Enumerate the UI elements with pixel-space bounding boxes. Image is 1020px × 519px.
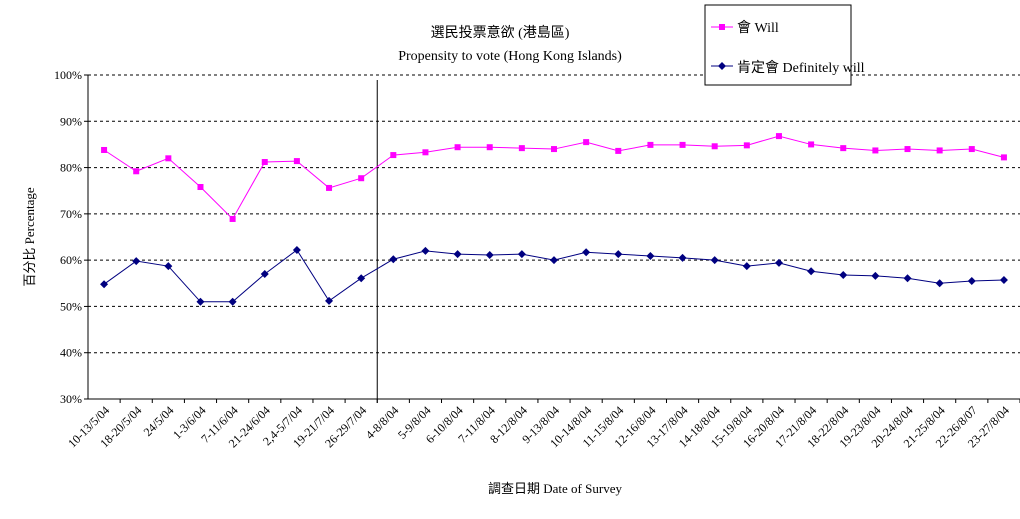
data-point-will xyxy=(197,184,204,191)
data-point-definitely-will xyxy=(292,245,301,254)
data-point-will xyxy=(229,215,236,222)
y-tick-label: 70% xyxy=(60,207,82,221)
data-point-will xyxy=(808,141,815,148)
chart-subtitle: Propensity to vote (Hong Kong Islands) xyxy=(398,49,622,64)
legend: 會 Will 肯定會 Definitely will xyxy=(704,4,865,86)
data-point-definitely-will xyxy=(100,280,109,289)
data-point-definitely-will xyxy=(774,258,783,267)
data-point-will xyxy=(840,145,847,152)
data-point-definitely-will xyxy=(967,276,976,285)
data-point-will xyxy=(261,159,268,166)
data-point-will xyxy=(165,155,172,162)
legend-will-label: 會 Will xyxy=(737,20,779,36)
data-point-will xyxy=(101,146,108,153)
data-point-will xyxy=(390,152,397,159)
data-point-definitely-will xyxy=(582,248,591,257)
data-point-definitely-will xyxy=(164,262,173,271)
y-tick-label: 90% xyxy=(60,114,82,128)
data-point-definitely-will xyxy=(742,262,751,271)
data-point-definitely-will xyxy=(646,251,655,260)
data-point-will xyxy=(326,184,333,191)
data-point-definitely-will xyxy=(357,274,366,283)
data-point-will xyxy=(936,147,943,154)
chart-title: 選民投票意欲 (港島區) xyxy=(431,24,570,41)
data-point-will xyxy=(904,146,911,153)
data-point-will xyxy=(454,144,461,151)
data-point-will xyxy=(293,158,300,165)
data-point-will xyxy=(711,143,718,150)
data-point-definitely-will xyxy=(614,250,623,259)
data-point-will xyxy=(1000,154,1007,161)
data-point-will xyxy=(422,149,429,156)
y-axis-label: 百分比 Percentage xyxy=(22,187,37,287)
y-tick-label: 80% xyxy=(60,161,82,175)
data-point-will xyxy=(358,175,365,182)
legend-definitely-marker xyxy=(718,62,726,70)
data-point-definitely-will xyxy=(485,251,494,260)
data-point-will xyxy=(551,146,557,153)
data-point-definitely-will xyxy=(678,253,687,262)
data-point-definitely-will xyxy=(710,256,719,265)
data-point-definitely-will xyxy=(260,270,269,279)
data-point-will xyxy=(872,147,879,154)
data-point-definitely-will xyxy=(517,250,526,259)
data-point-will xyxy=(615,147,622,154)
data-point-definitely-will xyxy=(935,279,944,288)
y-tick-label: 60% xyxy=(60,253,82,267)
y-tick-label: 40% xyxy=(60,346,82,360)
data-point-definitely-will xyxy=(196,297,205,306)
data-point-definitely-will xyxy=(807,267,816,276)
data-point-definitely-will xyxy=(871,271,880,280)
x-tick-label: 4-8/8/04 xyxy=(363,403,402,442)
data-point-will xyxy=(775,133,782,140)
data-point-definitely-will xyxy=(389,255,398,264)
data-point-will xyxy=(647,141,654,148)
y-tick-label: 100% xyxy=(54,68,82,82)
data-point-definitely-will xyxy=(903,274,912,283)
data-point-will xyxy=(486,144,493,151)
legend-will-marker xyxy=(719,24,725,30)
data-point-definitely-will xyxy=(453,250,462,259)
legend-box xyxy=(704,4,852,86)
y-tick-label: 30% xyxy=(60,392,82,406)
legend-definitely-label: 肯定會 Definitely will xyxy=(737,60,865,76)
data-point-will xyxy=(583,139,590,146)
data-point-definitely-will xyxy=(999,276,1008,285)
x-axis-label: 調查日期 Date of Survey xyxy=(488,481,622,496)
data-point-definitely-will xyxy=(839,270,848,279)
data-point-definitely-will xyxy=(550,256,558,265)
data-point-will xyxy=(743,142,750,149)
data-point-will xyxy=(133,168,140,175)
data-point-definitely-will xyxy=(132,257,141,266)
data-point-will xyxy=(679,141,686,148)
data-point-definitely-will xyxy=(228,297,237,306)
y-tick-label: 50% xyxy=(60,299,82,313)
data-point-will xyxy=(518,145,525,152)
data-point-will xyxy=(968,146,975,153)
data-point-definitely-will xyxy=(421,246,430,255)
data-point-definitely-will xyxy=(325,296,334,305)
